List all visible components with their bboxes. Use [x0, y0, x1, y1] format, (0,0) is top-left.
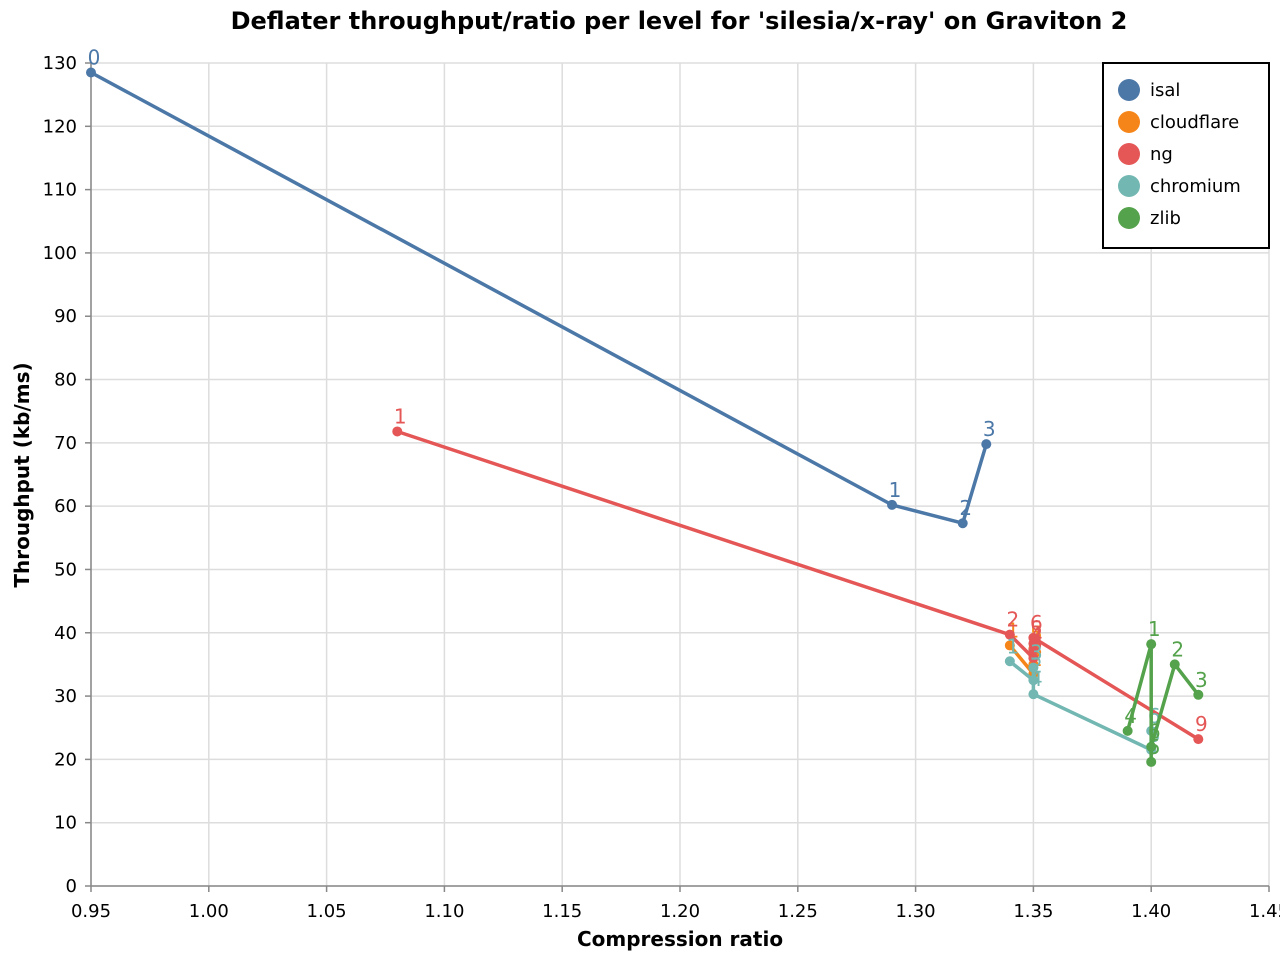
data-point — [1169, 659, 1180, 670]
x-tick-label: 1.25 — [778, 901, 818, 922]
x-tick-label: 1.15 — [542, 901, 582, 922]
legend-label: isal — [1150, 80, 1180, 101]
data-point-label: 2 — [1171, 637, 1184, 661]
legend-item-ng: ng — [1118, 143, 1173, 165]
legend-label: ng — [1150, 144, 1173, 165]
data-point — [86, 67, 96, 78]
x-tick-label: 1.35 — [1013, 901, 1053, 922]
data-point-label: 1 — [1148, 617, 1161, 641]
data-point — [1146, 639, 1157, 650]
data-point — [1193, 734, 1204, 745]
data-point — [1028, 662, 1039, 673]
data-point-label: 4 — [1124, 704, 1137, 728]
legend-item-chromium: chromium — [1118, 175, 1241, 197]
y-axis-title: Throughput (kb/ms) — [10, 362, 34, 587]
y-tick-label: 100 — [43, 243, 77, 264]
y-tick-label: 80 — [54, 370, 77, 391]
data-point-label: 1 — [889, 478, 902, 502]
x-tick-label: 1.05 — [307, 901, 347, 922]
y-tick-label: 10 — [54, 813, 77, 834]
legend-swatch — [1118, 207, 1140, 229]
y-tick-label: 90 — [54, 306, 77, 327]
x-axis-title: Compression ratio — [577, 927, 783, 951]
data-point — [1028, 632, 1039, 643]
legend-label: zlib — [1150, 208, 1181, 229]
x-tick-label: 1.45 — [1249, 901, 1280, 922]
data-point-label: 1 — [1006, 634, 1019, 658]
data-point-label: 3 — [983, 417, 996, 441]
legend-label: chromium — [1150, 176, 1241, 197]
y-tick-label: 30 — [54, 686, 77, 707]
legend-label: cloudflare — [1150, 112, 1239, 133]
axes: 0.95 1.00 1.05 1.10 1.15 1.20 1.25 1.30 1.35 1.40… — [43, 53, 1280, 922]
data-point — [887, 499, 898, 510]
y-tick-label: 60 — [54, 496, 77, 517]
data-point — [1028, 653, 1039, 664]
series-layer: 0123123451234569123456415623 — [86, 45, 1208, 767]
data-point-label: 2 — [959, 496, 972, 520]
y-tick-label: 110 — [43, 180, 77, 201]
data-point — [957, 518, 968, 529]
data-point-label: 4 — [1030, 667, 1043, 691]
series-zlib: 415623 — [1122, 617, 1208, 767]
x-tick-label: 1.20 — [660, 901, 700, 922]
data-point — [1193, 689, 1204, 700]
legend-item-isal: isal — [1118, 79, 1180, 101]
legend: isal cloudflare ng chromium zlib — [1102, 62, 1270, 249]
legend-swatch — [1118, 143, 1140, 165]
legend-item-zlib: zlib — [1118, 207, 1181, 229]
data-point — [392, 426, 403, 437]
y-tick-label: 130 — [43, 53, 77, 74]
chart-title: Deflater throughput/ratio per level for … — [231, 7, 1128, 35]
legend-swatch — [1118, 79, 1140, 101]
series-line-zlib — [1125, 642, 1200, 764]
data-point — [1004, 640, 1015, 651]
data-point — [1004, 656, 1015, 667]
data-point-label: 9 — [1195, 712, 1208, 736]
data-point-label: 6 — [1148, 720, 1161, 744]
data-point — [981, 439, 992, 450]
data-point — [1146, 741, 1157, 752]
y-tick-label: 20 — [54, 749, 77, 770]
x-tick-label: 0.95 — [71, 901, 111, 922]
data-point — [1122, 725, 1133, 736]
data-point-label: 3 — [1030, 641, 1043, 665]
legend-swatch — [1118, 111, 1140, 133]
x-tick-label: 1.00 — [189, 901, 229, 922]
data-point-label: 2 — [1006, 608, 1019, 632]
y-tick-label: 70 — [54, 433, 77, 454]
data-point — [1004, 629, 1015, 640]
data-point — [1028, 689, 1039, 700]
legend-item-cloudflare: cloudflare — [1118, 111, 1239, 133]
series-line-isal — [90, 70, 988, 525]
y-tick-label: 40 — [54, 623, 77, 644]
legend-swatch — [1118, 175, 1140, 197]
series-ng: 1234569 — [392, 404, 1208, 745]
data-point-label: 0 — [88, 45, 101, 69]
x-tick-label: 1.40 — [1131, 901, 1171, 922]
y-tick-label: 0 — [66, 876, 77, 897]
data-point-label: 6 — [1030, 611, 1043, 635]
data-point-label: 1 — [394, 404, 407, 428]
y-tick-label: 50 — [54, 559, 77, 580]
data-point — [1146, 756, 1157, 767]
x-tick-label: 1.30 — [896, 901, 936, 922]
data-point-label: 3 — [1195, 668, 1208, 692]
y-tick-label: 120 — [43, 116, 77, 137]
series-isal: 0 1 2 3 — [86, 45, 996, 529]
x-tick-label: 1.10 — [424, 901, 464, 922]
data-point — [1028, 675, 1039, 686]
grid — [90, 62, 1270, 887]
